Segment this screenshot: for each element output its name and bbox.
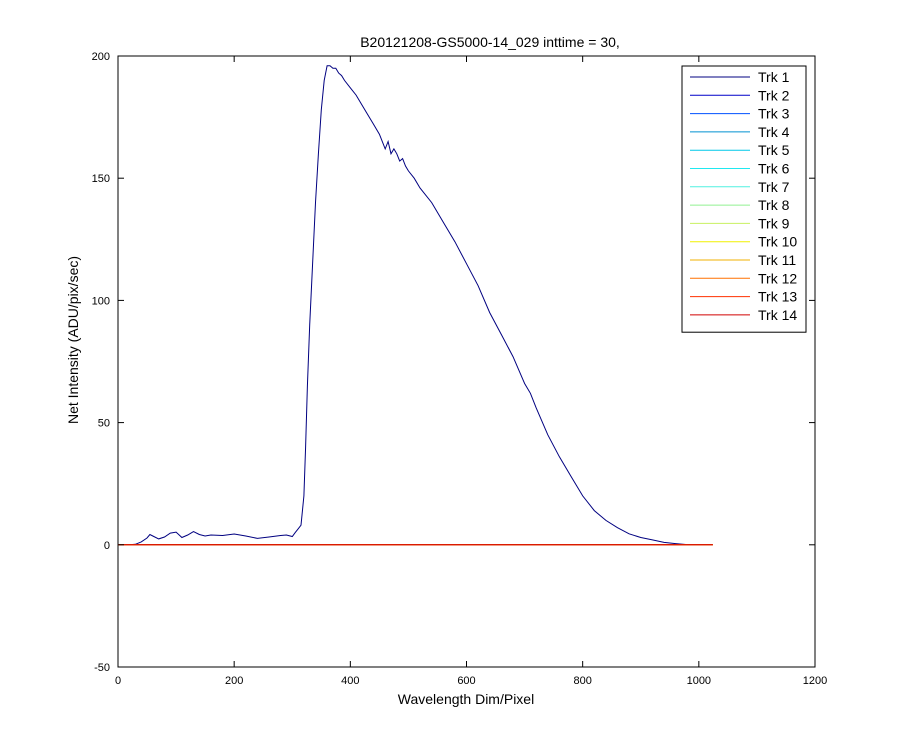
y-tick-label: -50 bbox=[94, 662, 110, 674]
y-tick-label: 200 bbox=[92, 51, 110, 63]
x-tick-label: 0 bbox=[115, 675, 121, 687]
y-tick-label: 150 bbox=[92, 173, 110, 185]
legend-box bbox=[681, 65, 807, 333]
legend-label: Trk 10 bbox=[758, 234, 797, 250]
legend-label: Trk 13 bbox=[758, 289, 797, 305]
y-tick-label: 100 bbox=[92, 295, 110, 307]
legend-label: Trk 4 bbox=[758, 124, 790, 140]
legend-label: Trk 9 bbox=[758, 215, 790, 231]
x-tick-label: 400 bbox=[341, 675, 359, 687]
ticks-layer: 0 200 400 600 800 1000 1200 -50 0 50 100 150 200 bbox=[92, 51, 828, 687]
legend-label: Trk 6 bbox=[758, 161, 790, 177]
x-tick-label: 1000 bbox=[687, 675, 711, 687]
legend-label: Trk 11 bbox=[758, 252, 796, 268]
legend-label: Trk 12 bbox=[758, 270, 797, 286]
legend-label: Trk 8 bbox=[758, 197, 790, 213]
y-tick-label: 0 bbox=[104, 540, 110, 552]
y-axis-title: Net Intensity (ADU/pix/sec) bbox=[65, 256, 81, 424]
x-tick-label: 600 bbox=[457, 675, 475, 687]
legend-label: Trk 1 bbox=[758, 69, 790, 85]
x-tick-label: 200 bbox=[225, 675, 243, 687]
series-line-trk-1 bbox=[118, 65, 713, 546]
x-tick-label: 1200 bbox=[803, 675, 827, 687]
legend-label: Trk 5 bbox=[758, 142, 790, 158]
x-tick-label: 800 bbox=[573, 675, 591, 687]
legend-label: Trk 7 bbox=[758, 179, 790, 195]
y-tick-label: 50 bbox=[98, 418, 110, 430]
series-layer bbox=[118, 65, 713, 546]
legend: Trk 1 Trk 2 Trk 3 Trk 4 Trk 5 Trk 6 Trk 7 Trk 8… bbox=[681, 65, 807, 333]
chart-title: B20121208-GS5000-14_029 inttime = 30, bbox=[360, 34, 620, 50]
legend-label: Trk 3 bbox=[758, 106, 790, 122]
x-axis-title: Wavelength Dim/Pixel bbox=[398, 691, 534, 707]
legend-label: Trk 14 bbox=[758, 307, 797, 323]
legend-label: Trk 2 bbox=[758, 87, 790, 103]
